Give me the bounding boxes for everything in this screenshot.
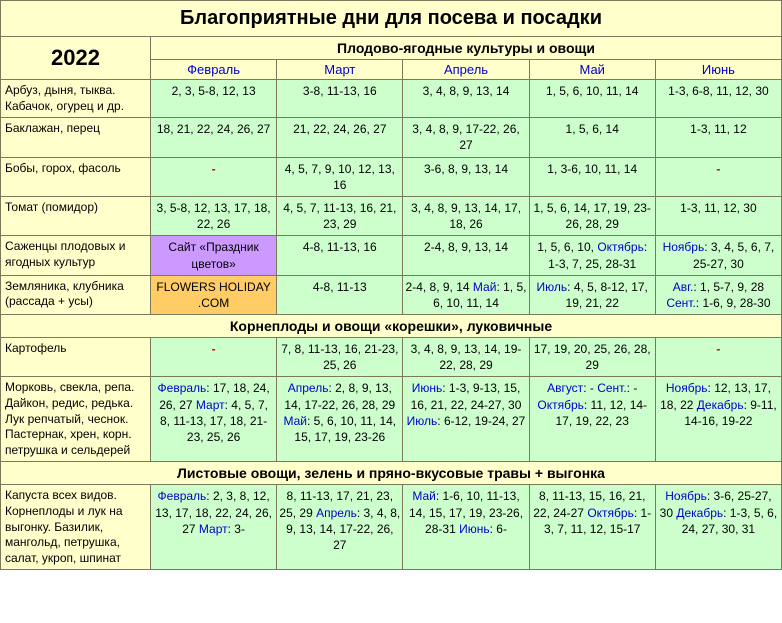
section3-title: Листовые овощи, зелень и пряно-вкусовые … <box>1 462 781 485</box>
date-cell: Февраль: 2, 3, 8, 12, 13, 17, 18, 22, 24… <box>151 485 277 569</box>
month-feb: Февраль <box>151 60 277 80</box>
date-cell: 8, 11-13, 17, 21, 23, 25, 29 Апрель: 3, … <box>277 485 403 569</box>
date-cell: 1, 5, 6, 10, 11, 14 <box>530 80 656 117</box>
date-cell: 3, 4, 8, 9, 13, 14 <box>403 80 529 117</box>
date-cell: 4-8, 11-13, 16 <box>277 236 403 274</box>
date-cell: 1-3, 6-8, 11, 12, 30 <box>656 80 781 117</box>
date-cell: 18, 21, 22, 24, 26, 27 <box>151 118 277 156</box>
table-row: Саженцы плодовых и ягодных культур Сайт … <box>1 236 781 275</box>
table-row: Земляника, клубника (рассада + усы) FLOW… <box>1 276 781 315</box>
month-apr: Апрель <box>403 60 529 80</box>
crop-name: Капуста всех видов. Корнеплоды и лук на … <box>1 485 151 569</box>
date-cell: 1-3, 11, 12 <box>656 118 781 156</box>
date-cell: Февраль: 17, 18, 24, 26, 27 Март: 4, 5, … <box>151 377 277 461</box>
date-cell: Ноябрь: 12, 13, 17, 18, 22 Декабрь: 9-11… <box>656 377 781 461</box>
year-cell: 2022 <box>1 37 151 80</box>
date-cell: 3, 4, 8, 9, 13, 14, 19-22, 28, 29 <box>403 338 529 376</box>
page-title: Благоприятные дни для посева и посадки <box>1 1 781 37</box>
date-cell: 1, 5, 6, 14, 17, 19, 23-26, 28, 29 <box>530 197 656 235</box>
date-cell: 1, 5, 6, 10, Октябрь: 1-3, 7, 25, 28-31 <box>530 236 656 274</box>
date-cell: 3, 5-8, 12, 13, 17, 18, 22, 26 <box>151 197 277 235</box>
crop-name: Картофель <box>1 338 151 376</box>
month-jun: Июнь <box>656 60 781 80</box>
table-row: Морковь, свекла, репа. Дайкон, редис, ре… <box>1 377 781 462</box>
date-cell: 1, 5, 6, 14 <box>530 118 656 156</box>
date-cell: - <box>151 158 277 196</box>
date-cell: 17, 19, 20, 25, 26, 28, 29 <box>530 338 656 376</box>
crop-name: Баклажан, перец <box>1 118 151 156</box>
months-row: Февраль Март Апрель Май Июнь <box>151 60 781 80</box>
planting-calendar-table: Благоприятные дни для посева и посадки 2… <box>0 0 782 570</box>
watermark-url: FLOWERS HOLIDAY .COM <box>151 276 277 314</box>
crop-name: Томат (помидор) <box>1 197 151 235</box>
date-cell: 2, 3, 5-8, 12, 13 <box>151 80 277 117</box>
date-cell: 7, 8, 11-13, 16, 21-23, 25, 26 <box>277 338 403 376</box>
section2-title: Корнеплоды и овощи «корешки», луковичные <box>1 315 781 338</box>
date-cell: Июнь: 1-3, 9-13, 15, 16, 21, 22, 24-27, … <box>403 377 529 461</box>
table-row: Картофель - 7, 8, 11-13, 16, 21-23, 25, … <box>1 338 781 377</box>
crop-name: Саженцы плодовых и ягодных культур <box>1 236 151 274</box>
date-cell: 4-8, 11-13 <box>277 276 403 314</box>
header-row: 2022 Плодово-ягодные культуры и овощи Фе… <box>1 37 781 80</box>
date-cell: 3-6, 8, 9, 13, 14 <box>403 158 529 196</box>
section1-title: Плодово-ягодные культуры и овощи <box>151 37 781 60</box>
date-cell: 4, 5, 7, 9, 10, 12, 13, 16 <box>277 158 403 196</box>
date-cell: 1, 3-6, 10, 11, 14 <box>530 158 656 196</box>
table-row: Капуста всех видов. Корнеплоды и лук на … <box>1 485 781 569</box>
table-row: Арбуз, дыня, тыква. Кабачок, огурец и др… <box>1 80 781 118</box>
date-cell: 4, 5, 7, 11-13, 16, 21, 23, 29 <box>277 197 403 235</box>
crop-name: Земляника, клубника (рассада + усы) <box>1 276 151 314</box>
date-cell: 1-3, 11, 12, 30 <box>656 197 781 235</box>
date-cell: 3-8, 11-13, 16 <box>277 80 403 117</box>
crop-name: Арбуз, дыня, тыква. Кабачок, огурец и др… <box>1 80 151 117</box>
date-cell: Август: - Сент.: - Октябрь: 11, 12, 14-1… <box>530 377 656 461</box>
month-may: Май <box>530 60 656 80</box>
date-cell: Май: 1-6, 10, 11-13, 14, 15, 17, 19, 23-… <box>403 485 529 569</box>
date-cell: 3, 4, 8, 9, 17-22, 26, 27 <box>403 118 529 156</box>
date-cell: 2-4, 8, 9, 14 Май: 1, 5, 6, 10, 11, 14 <box>403 276 529 314</box>
date-cell: Апрель: 2, 8, 9, 13, 14, 17-22, 26, 28, … <box>277 377 403 461</box>
table-row: Баклажан, перец 18, 21, 22, 24, 26, 27 2… <box>1 118 781 157</box>
date-cell: Июль: 4, 5, 8-12, 17, 19, 21, 22 <box>530 276 656 314</box>
date-cell: Ноябрь: 3-6, 25-27, 30 Декабрь: 1-3, 5, … <box>656 485 781 569</box>
header-columns: Плодово-ягодные культуры и овощи Февраль… <box>151 37 781 80</box>
date-cell: - <box>656 338 781 376</box>
date-cell: 3, 4, 8, 9, 13, 14, 17, 18, 26 <box>403 197 529 235</box>
date-cell: Авг.: 1, 5-7, 9, 28 Сент.: 1-6, 9, 28-30 <box>656 276 781 314</box>
crop-name: Бобы, горох, фасоль <box>1 158 151 196</box>
date-cell: - <box>151 338 277 376</box>
date-cell: 8, 11-13, 15, 16, 21, 22, 24-27 Октябрь:… <box>530 485 656 569</box>
month-mar: Март <box>277 60 403 80</box>
date-cell: Ноябрь: 3, 4, 5, 6, 7, 25-27, 30 <box>656 236 781 274</box>
crop-name: Морковь, свекла, репа. Дайкон, редис, ре… <box>1 377 151 461</box>
watermark-site: Сайт «Праздник цветов» <box>151 236 277 274</box>
date-cell: 2-4, 8, 9, 13, 14 <box>403 236 529 274</box>
table-row: Томат (помидор) 3, 5-8, 12, 13, 17, 18, … <box>1 197 781 236</box>
date-cell: - <box>656 158 781 196</box>
table-row: Бобы, горох, фасоль - 4, 5, 7, 9, 10, 12… <box>1 158 781 197</box>
date-cell: 21, 22, 24, 26, 27 <box>277 118 403 156</box>
